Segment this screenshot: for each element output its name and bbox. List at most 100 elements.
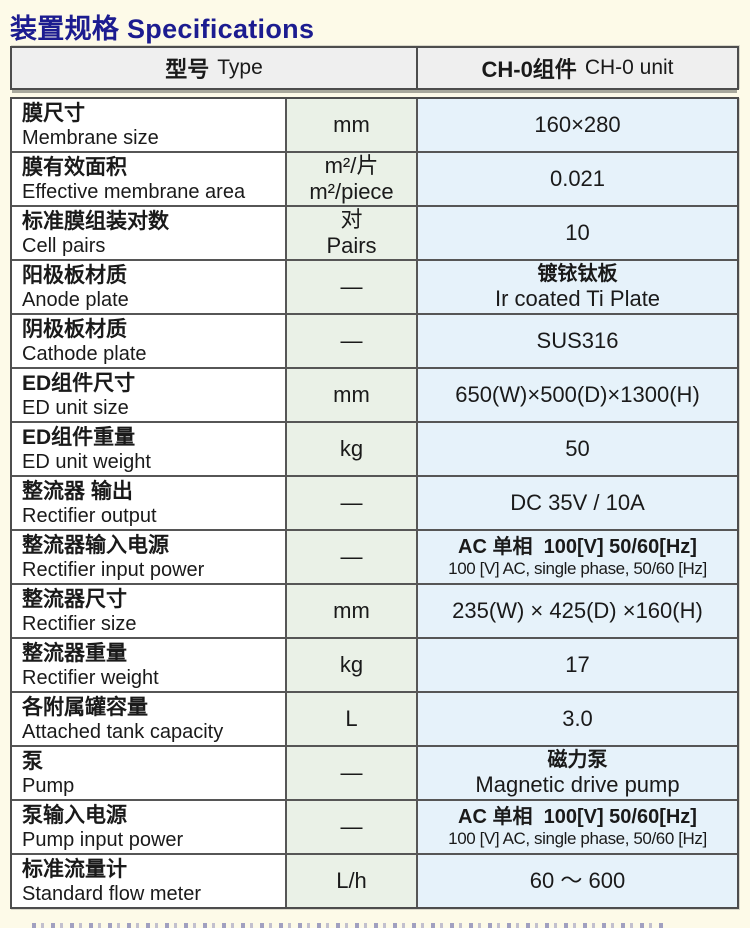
table-row: 整流器输入电源 Rectifier input power — AC 单相 10…: [12, 529, 737, 583]
spec-unit-cell: —: [285, 747, 418, 799]
type-label-en: Type: [217, 56, 263, 79]
spec-label-en: Standard flow meter: [22, 882, 201, 905]
spec-label-cell: 泵 Pump: [12, 747, 285, 799]
spec-label-en: Rectifier output: [22, 504, 157, 527]
value-line: 100 [V] AC, single phase, 50/60 [Hz]: [448, 828, 707, 848]
spec-label-en: Rectifier size: [22, 612, 137, 635]
spec-value-cell: 磁力泵 Magnetic drive pump: [418, 747, 737, 799]
table-row: 各附属罐容量 Attached tank capacity L 3.0: [12, 691, 737, 745]
spec-value-cell: SUS316: [418, 315, 737, 367]
value-line: 160×280: [534, 111, 621, 137]
spec-unit-cell: kg: [285, 423, 418, 475]
spec-value-cell: 3.0: [418, 693, 737, 745]
table-row: 膜有效面积 Effective membrane area m²/片 m²/pie…: [12, 151, 737, 205]
unit-line: 对: [340, 206, 363, 232]
spec-value-cell: 160×280: [418, 99, 737, 151]
unit-line: —: [340, 759, 363, 785]
unit-line: m²/片: [324, 152, 379, 178]
value-line: DC 35V / 10A: [510, 489, 645, 515]
page-title: 装置规格 Specifications: [10, 14, 315, 44]
unit-line: —: [340, 813, 363, 839]
spec-value-cell: 650(W)×500(D)×1300(H): [418, 369, 737, 421]
spec-unit-cell: —: [285, 477, 418, 529]
spec-unit-cell: —: [285, 315, 418, 367]
spec-unit-cell: —: [285, 531, 418, 583]
spec-label-en: Attached tank capacity: [22, 720, 224, 743]
unit-line: kg: [339, 435, 364, 461]
table-row: ED组件尺寸 ED unit size mm 650(W)×500(D)×130…: [12, 367, 737, 421]
spec-label-zh: 标准流量计: [22, 858, 127, 881]
table-row: 标准流量计 Standard flow meter L/h 60 ～ 600: [12, 853, 737, 907]
table-row: 整流器尺寸 Rectifier size mm 235(W) × 425(D) …: [12, 583, 737, 637]
spec-table-header: 型号 Type CH-0组件 CH-0 unit: [10, 46, 739, 90]
spec-unit-cell: mm: [285, 99, 418, 151]
spec-label-zh: 整流器尺寸: [22, 588, 127, 611]
spec-table-body: 膜尺寸 Membrane size mm 160×280 膜有效面积 Effec…: [10, 97, 739, 909]
spec-value-cell: 60 ～ 600: [418, 855, 737, 907]
value-line: Magnetic drive pump: [475, 771, 680, 797]
table-row: 整流器 输出 Rectifier output — DC 35V / 10A: [12, 475, 737, 529]
unit-line: —: [340, 327, 363, 353]
spec-label-en: Pump: [22, 774, 75, 797]
unit-line: Pairs: [326, 233, 377, 258]
value-line: 3.0: [562, 705, 593, 731]
spec-label-cell: 膜尺寸 Membrane size: [12, 99, 285, 151]
spec-label-cell: 整流器输入电源 Rectifier input power: [12, 531, 285, 583]
value-line: 0.021: [549, 165, 606, 191]
spec-label-cell: 阳极板材质 Anode plate: [12, 261, 285, 313]
value-line: Ir coated Ti Plate: [494, 285, 661, 311]
spec-label-zh: ED组件重量: [22, 426, 136, 449]
value-line: 650(W)×500(D)×1300(H): [455, 381, 700, 407]
value-line: 60 ～ 600: [529, 867, 626, 893]
spec-label-en: Cell pairs: [22, 234, 106, 257]
value-line: 镀铱钛板: [537, 262, 618, 285]
spec-label-zh: 阳极板材质: [22, 264, 127, 287]
unit-line: mm: [333, 111, 370, 137]
header-cell-type: 型号 Type: [12, 48, 418, 88]
table-row: 泵输入电源 Pump input power — AC 单相 100[V] 50…: [12, 799, 737, 853]
spec-label-zh: 整流器 输出: [22, 480, 133, 503]
spec-label-zh: 整流器重量: [22, 642, 127, 665]
spec-value-cell: 50: [418, 423, 737, 475]
clipped-footnote-text: [32, 923, 664, 928]
spec-value-cell: 10: [418, 207, 737, 259]
spec-label-en: Rectifier input power: [22, 558, 205, 581]
table-row: ED组件重量 ED unit weight kg 50: [12, 421, 737, 475]
model-label-en: CH-0 unit: [584, 56, 674, 79]
spec-label-zh: 膜有效面积: [22, 156, 127, 179]
spec-label-zh: 整流器输入电源: [22, 534, 169, 557]
spec-value-cell: 235(W) × 425(D) ×160(H): [418, 585, 737, 637]
spec-unit-cell: —: [285, 801, 418, 853]
spec-label-zh: ED组件尺寸: [22, 372, 136, 395]
spec-value-cell: DC 35V / 10A: [418, 477, 737, 529]
spec-label-cell: 整流器重量 Rectifier weight: [12, 639, 285, 691]
value-line: 100 [V] AC, single phase, 50/60 [Hz]: [448, 558, 707, 578]
value-line: SUS316: [536, 327, 619, 353]
model-label-zh: CH-0组件: [481, 57, 577, 82]
value-line: AC 单相 100[V] 50/60[Hz]: [458, 535, 697, 558]
spec-label-cell: 整流器 输出 Rectifier output: [12, 477, 285, 529]
spec-label-en: Membrane size: [22, 126, 159, 149]
spec-label-cell: 阴极板材质 Cathode plate: [12, 315, 285, 367]
spec-label-zh: 各附属罐容量: [22, 696, 148, 719]
type-label-zh: 型号: [165, 57, 210, 82]
unit-line: —: [340, 273, 363, 299]
unit-line: —: [340, 543, 363, 569]
spec-unit-cell: L/h: [285, 855, 418, 907]
spec-unit-cell: m²/片 m²/piece: [285, 153, 418, 205]
spec-unit-cell: 对 Pairs: [285, 207, 418, 259]
unit-line: kg: [339, 651, 364, 677]
spec-label-en: Pump input power: [22, 828, 184, 851]
unit-line: mm: [333, 381, 370, 407]
spec-unit-cell: mm: [285, 585, 418, 637]
table-row: 膜尺寸 Membrane size mm 160×280: [12, 99, 737, 151]
spec-value-cell: 17: [418, 639, 737, 691]
spec-label-zh: 泵: [22, 750, 43, 773]
table-row: 整流器重量 Rectifier weight kg 17: [12, 637, 737, 691]
spec-label-cell: 膜有效面积 Effective membrane area: [12, 153, 285, 205]
value-line: 磁力泵: [547, 748, 608, 771]
table-row: 阳极板材质 Anode plate — 镀铱钛板 Ir coated Ti Pla…: [12, 259, 737, 313]
spec-label-cell: ED组件重量 ED unit weight: [12, 423, 285, 475]
unit-line: mm: [333, 597, 370, 623]
